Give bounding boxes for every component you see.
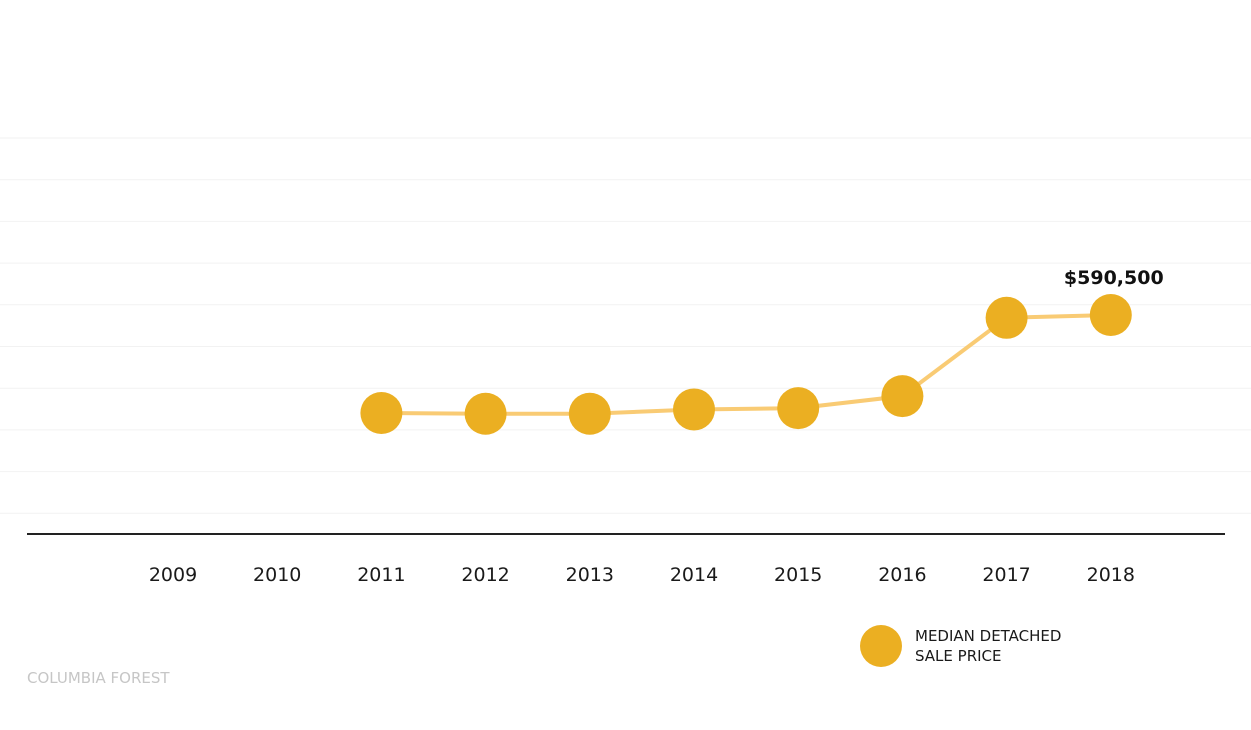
data-label-2018: $590,500 (1064, 267, 1164, 289)
x-axis-tick-labels: 2009 2010 2011 2012 2013 2014 2015 2016 2017 2018 (149, 564, 1135, 586)
neighborhood-caption: COLUMBIA FOREST (27, 669, 170, 687)
x-tick-label: 2013 (566, 564, 614, 586)
x-tick-label: 2011 (357, 564, 405, 586)
x-tick-label: 2010 (253, 564, 301, 586)
x-tick-label: 2009 (149, 564, 197, 586)
series-median-detached-sale-price (360, 294, 1132, 435)
x-tick-label: 2018 (1087, 564, 1135, 586)
data-point-2011 (360, 392, 403, 434)
data-point-2013 (568, 392, 611, 435)
legend-label: MEDIAN DETACHED SALE PRICE (915, 627, 1062, 665)
data-point-2017 (985, 296, 1028, 339)
data-labels: $590,500 (1064, 267, 1164, 289)
data-point-2015 (777, 387, 820, 430)
x-tick-label: 2014 (670, 564, 718, 586)
data-point-2016 (881, 375, 924, 418)
x-tick-label: 2015 (774, 564, 822, 586)
legend-marker (860, 625, 902, 667)
x-tick-label: 2016 (878, 564, 926, 586)
gridlines (0, 137, 1251, 514)
data-point-2014 (673, 388, 715, 431)
legend: MEDIAN DETACHED SALE PRICE (860, 625, 1095, 667)
data-point-2018 (1089, 294, 1132, 336)
x-tick-label: 2012 (461, 564, 509, 586)
data-point-2012 (464, 392, 507, 435)
x-tick-label: 2017 (982, 564, 1030, 586)
